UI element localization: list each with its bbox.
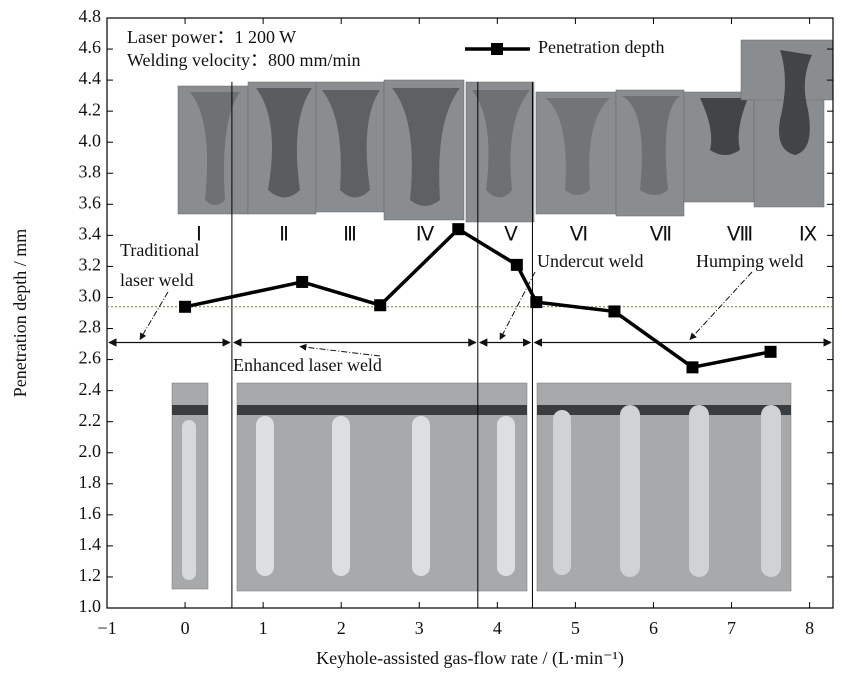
x-tick-label: 1 — [259, 618, 268, 638]
y-tick-label: 3.6 — [79, 192, 102, 212]
x-axis-title: Keyhole-assisted gas-flow rate / (L·min⁻… — [316, 648, 624, 669]
y-tick-label: 1.6 — [79, 503, 102, 523]
data-point — [686, 361, 699, 374]
y-tick-label: 1.8 — [79, 472, 102, 492]
annotation: Laser power：1 200 W — [127, 27, 296, 47]
callout-leader — [689, 271, 753, 341]
y-tick-label: 4.2 — [79, 99, 102, 119]
cross-section-photos — [177, 39, 834, 223]
data-point — [510, 258, 523, 271]
y-tick-label: 1.2 — [79, 565, 102, 585]
weld-label: Ⅱ — [279, 224, 289, 246]
x-tick-label: 4 — [493, 618, 502, 638]
data-point — [608, 305, 621, 318]
y-tick-label: 2.4 — [79, 379, 102, 399]
y-tick-label: 3.2 — [79, 255, 102, 275]
weld-label: Ⅶ — [650, 224, 672, 246]
annotation: Traditional — [120, 240, 199, 260]
y-tick-label: 3.4 — [79, 223, 102, 243]
x-tick-label: 7 — [727, 618, 736, 638]
weld-label: Ⅸ — [799, 224, 817, 246]
x-tick-label: 8 — [805, 618, 814, 638]
data-point — [764, 345, 777, 358]
weld-label: Ⅰ — [196, 224, 202, 246]
x-tick-label: −1 — [97, 618, 116, 638]
data-point — [452, 223, 465, 236]
callout-leader — [139, 291, 169, 341]
y-tick-label: 1.0 — [79, 596, 102, 616]
y-tick-label: 3.8 — [79, 161, 102, 181]
y-tick-label: 1.4 — [79, 534, 102, 554]
callout-leader — [499, 271, 536, 341]
data-point — [374, 299, 387, 312]
x-tick-label: 6 — [649, 618, 658, 638]
plot-frame — [106, 17, 834, 609]
y-tick-label: 2.8 — [79, 317, 102, 337]
annotation: Undercut weld — [537, 251, 643, 271]
data-point — [530, 296, 543, 309]
weld-label: Ⅲ — [343, 224, 357, 246]
y-tick-label: 2.0 — [79, 441, 102, 461]
callout-leader — [299, 343, 381, 357]
y-tick-label: 4.0 — [79, 130, 102, 150]
weld-label: Ⅵ — [570, 224, 588, 246]
data-point — [296, 275, 309, 288]
y-tick-label: 4.6 — [79, 37, 102, 57]
weld-label: Ⅷ — [727, 224, 753, 246]
annotation: laser weld — [120, 270, 193, 290]
x-tick-label: 2 — [337, 618, 346, 638]
weld-surface-photos — [171, 382, 792, 592]
y-tick-label: 2.2 — [79, 410, 102, 430]
weld-label: Ⅳ — [416, 224, 435, 246]
weld-label: Ⅴ — [504, 224, 518, 246]
data-point — [179, 300, 192, 313]
y-axis-title: Penetration depth / mm — [10, 229, 30, 397]
annotation: Welding velocity：800 mm/min — [127, 50, 361, 70]
x-tick-label: 5 — [571, 618, 580, 638]
y-tick-label: 4.4 — [79, 68, 102, 88]
annotation: Humping weld — [696, 251, 804, 271]
x-tick-label: 3 — [415, 618, 424, 638]
y-tick-label: 4.8 — [79, 6, 102, 26]
annotation: Enhanced laser weld — [233, 355, 382, 375]
x-tick-label: 0 — [181, 618, 190, 638]
y-tick-label: 3.0 — [79, 286, 102, 306]
y-tick-label: 2.6 — [79, 348, 102, 368]
legend-marker — [491, 43, 503, 55]
legend-label: Penetration depth — [538, 37, 664, 57]
